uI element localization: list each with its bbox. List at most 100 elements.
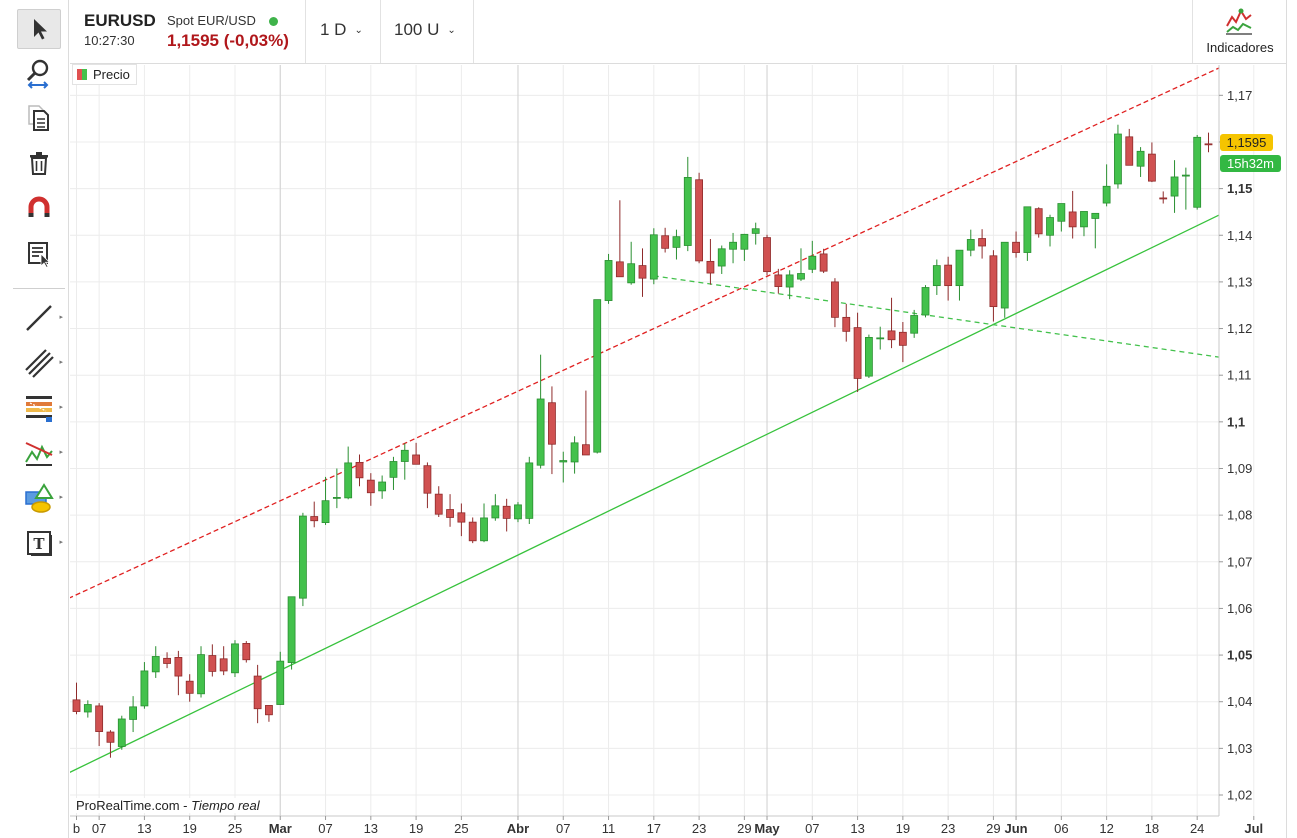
candle-up — [1000, 241, 1009, 309]
time-axis-label: 13 — [137, 821, 151, 836]
timeframe-section[interactable]: 1 D ⌄ — [306, 0, 381, 63]
indicators-icon — [1226, 8, 1252, 35]
candle-up — [1170, 176, 1179, 197]
time-axis-label: 29 — [737, 821, 751, 836]
price-axis-label: 1,17 — [1227, 88, 1252, 103]
candle-down — [887, 330, 896, 341]
candle-down — [763, 237, 771, 273]
channel-tool[interactable]: ▸ — [17, 343, 63, 383]
candle-down — [944, 264, 953, 287]
last-price-badge — [1220, 134, 1273, 151]
zoom-tool[interactable] — [17, 53, 61, 93]
pattern-tool[interactable]: ▸ — [17, 433, 63, 473]
candle-up — [932, 265, 941, 287]
object-list-tool[interactable] — [17, 234, 61, 274]
chart-header: EURUSD Spot EUR/USD 10:27:30 1,1595 (-0,… — [70, 0, 1286, 64]
candle-down — [638, 265, 647, 279]
time-axis-label: 07 — [92, 821, 106, 836]
candle-up — [1136, 150, 1145, 167]
price-axis-label: 1,15 — [1227, 181, 1252, 196]
price-axis-label: 1,03 — [1227, 741, 1252, 756]
candle-up — [287, 596, 296, 663]
symbol-section[interactable]: EURUSD Spot EUR/USD 10:27:30 1,1595 (-0,… — [70, 0, 306, 63]
window-edge — [1286, 0, 1297, 838]
submenu-arrow-icon: ▸ — [59, 539, 63, 546]
candle-down — [853, 327, 862, 379]
candle-up — [1080, 211, 1088, 228]
last-price-label: 1,1595 — [1227, 135, 1267, 150]
quote-time: 10:27:30 — [84, 33, 135, 48]
submenu-arrow-icon: ▸ — [59, 449, 63, 456]
candle-down — [265, 705, 273, 716]
candle-down — [1159, 197, 1168, 200]
magnet-tool[interactable] — [17, 188, 61, 228]
time-axis-label: 13 — [850, 821, 864, 836]
shapes-tool[interactable]: ▸ — [17, 478, 63, 518]
candle-up — [604, 260, 613, 301]
candle-down — [72, 699, 81, 712]
delete-tool[interactable] — [17, 143, 61, 183]
candle-up — [672, 236, 681, 248]
candle-down — [989, 255, 998, 308]
units-value: 100 U — [394, 20, 440, 39]
channel-tool-icon — [25, 349, 54, 378]
time-axis-label: 19 — [409, 821, 423, 836]
candle-down — [219, 658, 228, 672]
legend-swatch — [77, 69, 87, 80]
price-axis-label: 1,13 — [1227, 274, 1252, 289]
fibonacci-tool[interactable]: ▸ — [17, 388, 63, 428]
price-legend[interactable]: Precio — [72, 64, 137, 85]
candle-up — [1057, 203, 1066, 222]
time-axis-label: 18 — [1145, 821, 1159, 836]
candle-up — [536, 398, 545, 466]
indicators-button[interactable]: Indicadores — [1192, 0, 1286, 63]
candle-up — [525, 462, 534, 519]
candle-down — [242, 643, 251, 661]
magnet-icon — [28, 196, 50, 217]
time-axis-label: 11 — [602, 821, 616, 836]
copy-icon — [28, 105, 49, 131]
candle-down — [831, 281, 839, 318]
units-section[interactable]: 100 U ⌄ — [381, 0, 474, 63]
units-dropdown[interactable]: 100 U ⌄ — [394, 20, 456, 40]
candle-down — [95, 705, 104, 732]
copy-tool[interactable] — [17, 98, 61, 138]
timeframe-dropdown[interactable]: 1 D ⌄ — [320, 20, 363, 40]
candle-up — [197, 654, 205, 695]
candle-up — [649, 234, 658, 280]
text-tool[interactable]: T ▸ — [17, 523, 63, 563]
time-axis[interactable]: b 07 13 19 25 Mar 07 13 19 25 Abr 07 11 17 23 29 May 07 13… — [73, 816, 1263, 836]
price-badges: 1,1595 15h32m — [1220, 134, 1281, 172]
candle-up — [559, 460, 568, 463]
candle-up — [797, 273, 805, 280]
candle-down — [819, 253, 828, 272]
legend-label: Precio — [93, 67, 130, 82]
candle-up — [129, 706, 138, 720]
line-tool[interactable]: ▸ — [17, 298, 63, 338]
submenu-arrow-icon: ▸ — [59, 359, 63, 366]
candle-up — [321, 500, 330, 523]
candle-up — [751, 228, 760, 234]
price-axis-label: 1,1 — [1227, 414, 1245, 429]
pattern-tool-icon — [25, 442, 53, 466]
time-axis-label: 25 — [454, 821, 468, 836]
resistance-channel-line — [70, 67, 1219, 599]
candle-up — [231, 643, 239, 674]
candle-up — [808, 255, 817, 270]
price-axis-label: 1,12 — [1227, 321, 1252, 336]
time-axis-label: 23 — [941, 821, 955, 836]
candlestick-series — [72, 124, 1213, 758]
time-axis-label: Mar — [269, 821, 292, 836]
cursor-tool[interactable] — [17, 9, 61, 49]
candle-down — [1148, 153, 1156, 182]
price-axis-label: 1,07 — [1227, 554, 1252, 569]
price-axis-label: 1,11 — [1227, 368, 1251, 383]
fibonacci-tool-icon — [26, 396, 52, 422]
time-axis-label: 25 — [228, 821, 242, 836]
candle-down — [468, 521, 477, 542]
watermark-separator: - — [179, 798, 192, 813]
price-change: 1,1595 (-0,03%) — [167, 31, 289, 50]
time-axis-label: 19 — [182, 821, 196, 836]
price-axis[interactable]: 1,17 1,15 1,14 1,13 1,12 1,11 1,1 1,09 1,08 1,07 1… — [1219, 88, 1252, 803]
